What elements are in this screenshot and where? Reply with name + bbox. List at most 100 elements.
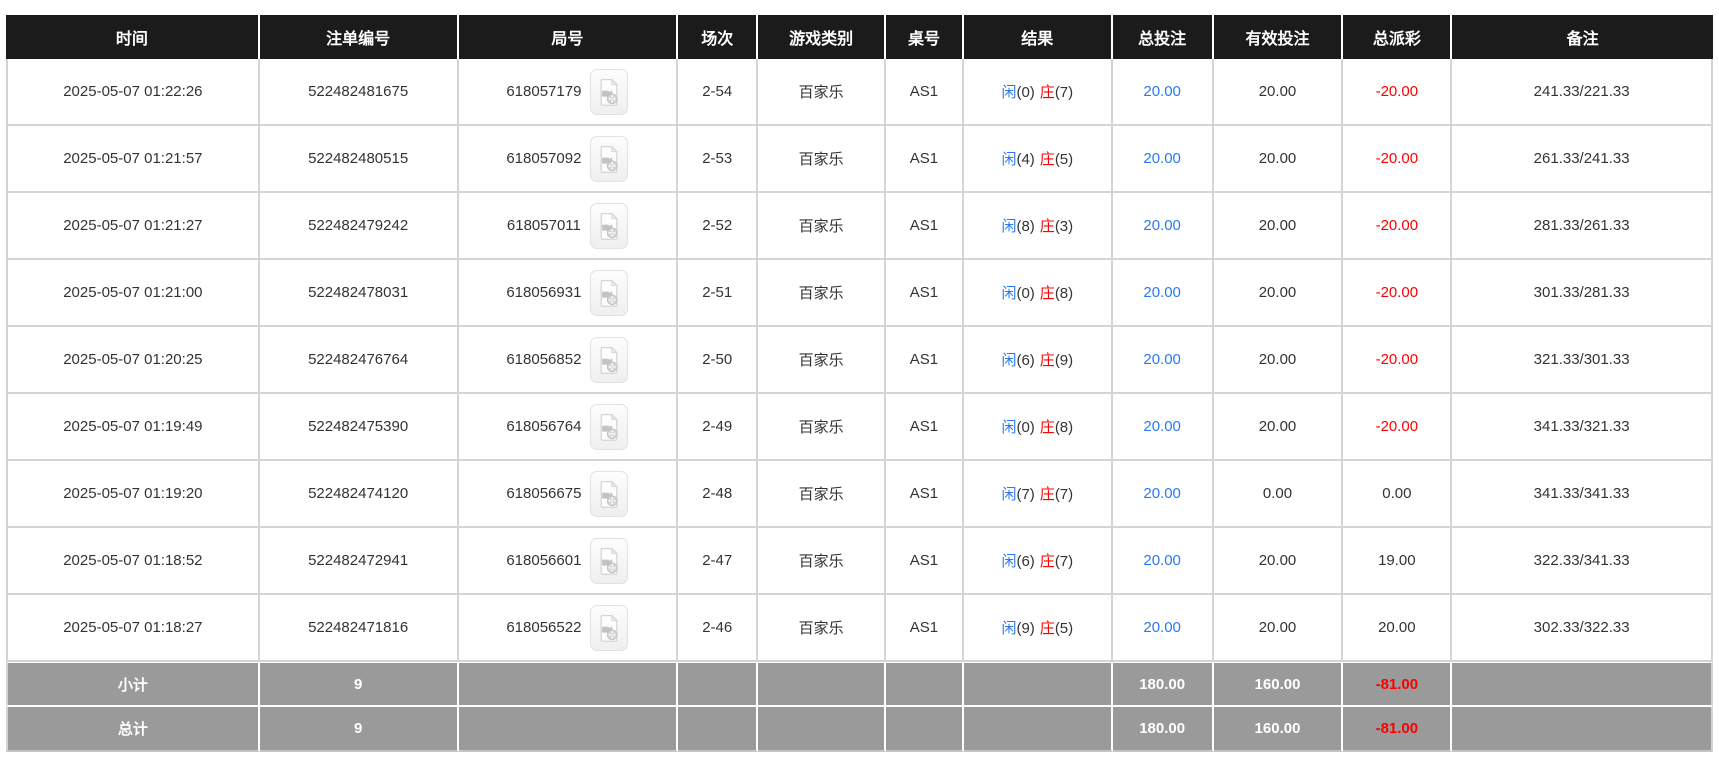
total-bet-cell: 20.00 — [1112, 327, 1214, 394]
player-result-score: (4) — [1016, 151, 1035, 168]
round-id-cell: 618057092 — [458, 126, 679, 193]
session-cell: 2-51 — [678, 260, 759, 327]
video-file-icon — [600, 614, 619, 642]
table-no-cell: AS1 — [886, 126, 964, 193]
total-bet-cell: 20.00 — [1112, 595, 1214, 662]
round-id-cell: 618057179 — [458, 59, 679, 126]
grand-total-total-payout: -81.00 — [1343, 707, 1453, 752]
valid-bet-cell: 20.00 — [1213, 394, 1344, 461]
result-cell: 闲(0) 庄(8) — [963, 394, 1113, 461]
time-cell: 2025-05-07 01:19:49 — [6, 394, 260, 461]
subtotal-total-payout: -81.00 — [1343, 662, 1453, 707]
player-result-label: 闲 — [1001, 84, 1017, 101]
player-result-label: 闲 — [1001, 620, 1017, 637]
result-cell: 闲(6) 庄(7) — [963, 528, 1113, 595]
player-result-label: 闲 — [1001, 553, 1017, 570]
bet-id-cell: 522482472941 — [259, 528, 459, 595]
table-row: 2025-05-07 01:19:49 522482475390 6180567… — [6, 394, 1713, 461]
banker-result-label: 庄 — [1039, 486, 1055, 503]
player-result-score: (7) — [1016, 486, 1035, 503]
column-header-session: 场次 — [678, 15, 759, 59]
table-no-cell: AS1 — [886, 528, 964, 595]
video-replay-button[interactable] — [590, 403, 629, 450]
banker-result-label: 庄 — [1039, 218, 1055, 235]
banker-result-label: 庄 — [1039, 84, 1055, 101]
total-payout-cell: 20.00 — [1343, 595, 1453, 662]
valid-bet-cell: 20.00 — [1213, 595, 1344, 662]
total-payout-cell: -20.00 — [1343, 394, 1453, 461]
time-cell: 2025-05-07 01:20:25 — [6, 327, 260, 394]
bet-id-cell: 522482476764 — [259, 327, 459, 394]
round-id-value: 618056522 — [506, 619, 582, 636]
table-no-cell: AS1 — [886, 394, 964, 461]
bet-id-cell: 522482475390 — [259, 394, 459, 461]
round-id-cell: 618057011 — [458, 193, 679, 260]
result-cell: 闲(0) 庄(8) — [963, 260, 1113, 327]
table-row: 2025-05-07 01:21:57 522482480515 6180570… — [6, 126, 1713, 193]
game-type-cell: 百家乐 — [758, 59, 886, 126]
game-type-cell: 百家乐 — [758, 327, 886, 394]
table-row: 2025-05-07 01:20:25 522482476764 6180568… — [6, 327, 1713, 394]
bet-id-cell: 522482481675 — [259, 59, 459, 126]
column-header-valid-bet: 有效投注 — [1213, 15, 1344, 59]
session-cell: 2-47 — [678, 528, 759, 595]
total-payout-cell: -20.00 — [1343, 126, 1453, 193]
round-id-value: 618056931 — [506, 284, 582, 301]
video-replay-button[interactable] — [590, 68, 629, 115]
table-no-cell: AS1 — [886, 595, 964, 662]
player-result-score: (9) — [1016, 620, 1035, 637]
time-cell: 2025-05-07 01:21:57 — [6, 126, 260, 193]
table-row: 2025-05-07 01:21:00 522482478031 6180569… — [6, 260, 1713, 327]
table-row: 2025-05-07 01:18:27 522482471816 6180565… — [6, 595, 1713, 662]
grand-total-label: 总计 — [6, 707, 260, 752]
video-file-icon — [600, 78, 619, 106]
valid-bet-cell: 20.00 — [1213, 193, 1344, 260]
remark-cell: 341.33/341.33 — [1452, 461, 1713, 528]
column-header-remark: 备注 — [1452, 15, 1713, 59]
video-file-icon — [600, 413, 619, 441]
player-result-label: 闲 — [1001, 419, 1017, 436]
subtotal-row: 小计 9 180.00 160.00 -81.00 — [6, 662, 1713, 707]
round-id-value: 618056764 — [506, 418, 582, 435]
player-result-label: 闲 — [1001, 285, 1017, 302]
total-payout-cell: -20.00 — [1343, 59, 1453, 126]
time-cell: 2025-05-07 01:21:27 — [6, 193, 260, 260]
video-replay-button[interactable] — [590, 336, 629, 383]
table-no-cell: AS1 — [886, 260, 964, 327]
banker-result-label: 庄 — [1039, 352, 1055, 369]
video-replay-button[interactable] — [590, 470, 629, 517]
video-replay-button[interactable] — [590, 537, 629, 584]
player-result-score: (0) — [1016, 419, 1035, 436]
video-replay-button[interactable] — [589, 202, 628, 249]
column-header-total-payout: 总派彩 — [1343, 15, 1453, 59]
video-file-icon — [600, 480, 619, 508]
table-row: 2025-05-07 01:22:26 522482481675 6180571… — [6, 59, 1713, 126]
time-cell: 2025-05-07 01:18:27 — [6, 595, 260, 662]
total-payout-cell: -20.00 — [1343, 260, 1453, 327]
banker-result-score: (5) — [1054, 620, 1074, 637]
total-bet-cell: 20.00 — [1112, 461, 1214, 528]
banker-result-score: (9) — [1054, 352, 1074, 369]
banker-result-label: 庄 — [1039, 620, 1055, 637]
round-id-value: 618057011 — [506, 217, 581, 234]
round-id-value: 618056675 — [506, 485, 582, 502]
round-id-cell: 618056764 — [458, 394, 679, 461]
game-type-cell: 百家乐 — [758, 126, 886, 193]
column-header-bet-id: 注单编号 — [259, 15, 459, 59]
remark-cell: 261.33/241.33 — [1452, 126, 1713, 193]
video-replay-button[interactable] — [590, 135, 629, 182]
table-row: 2025-05-07 01:21:27 522482479242 6180570… — [6, 193, 1713, 260]
video-replay-button[interactable] — [590, 604, 629, 651]
video-replay-button[interactable] — [590, 269, 629, 316]
round-id-cell: 618056852 — [458, 327, 679, 394]
player-result-label: 闲 — [1001, 218, 1017, 235]
grand-total-valid-bet: 160.00 — [1213, 707, 1344, 752]
total-payout-cell: -20.00 — [1343, 193, 1453, 260]
time-cell: 2025-05-07 01:21:00 — [6, 260, 260, 327]
remark-cell: 321.33/301.33 — [1452, 327, 1713, 394]
subtotal-total-bet: 180.00 — [1112, 662, 1214, 707]
player-result-label: 闲 — [1001, 352, 1017, 369]
subtotal-count: 9 — [259, 662, 459, 707]
total-payout-cell: 0.00 — [1343, 461, 1453, 528]
session-cell: 2-52 — [678, 193, 759, 260]
